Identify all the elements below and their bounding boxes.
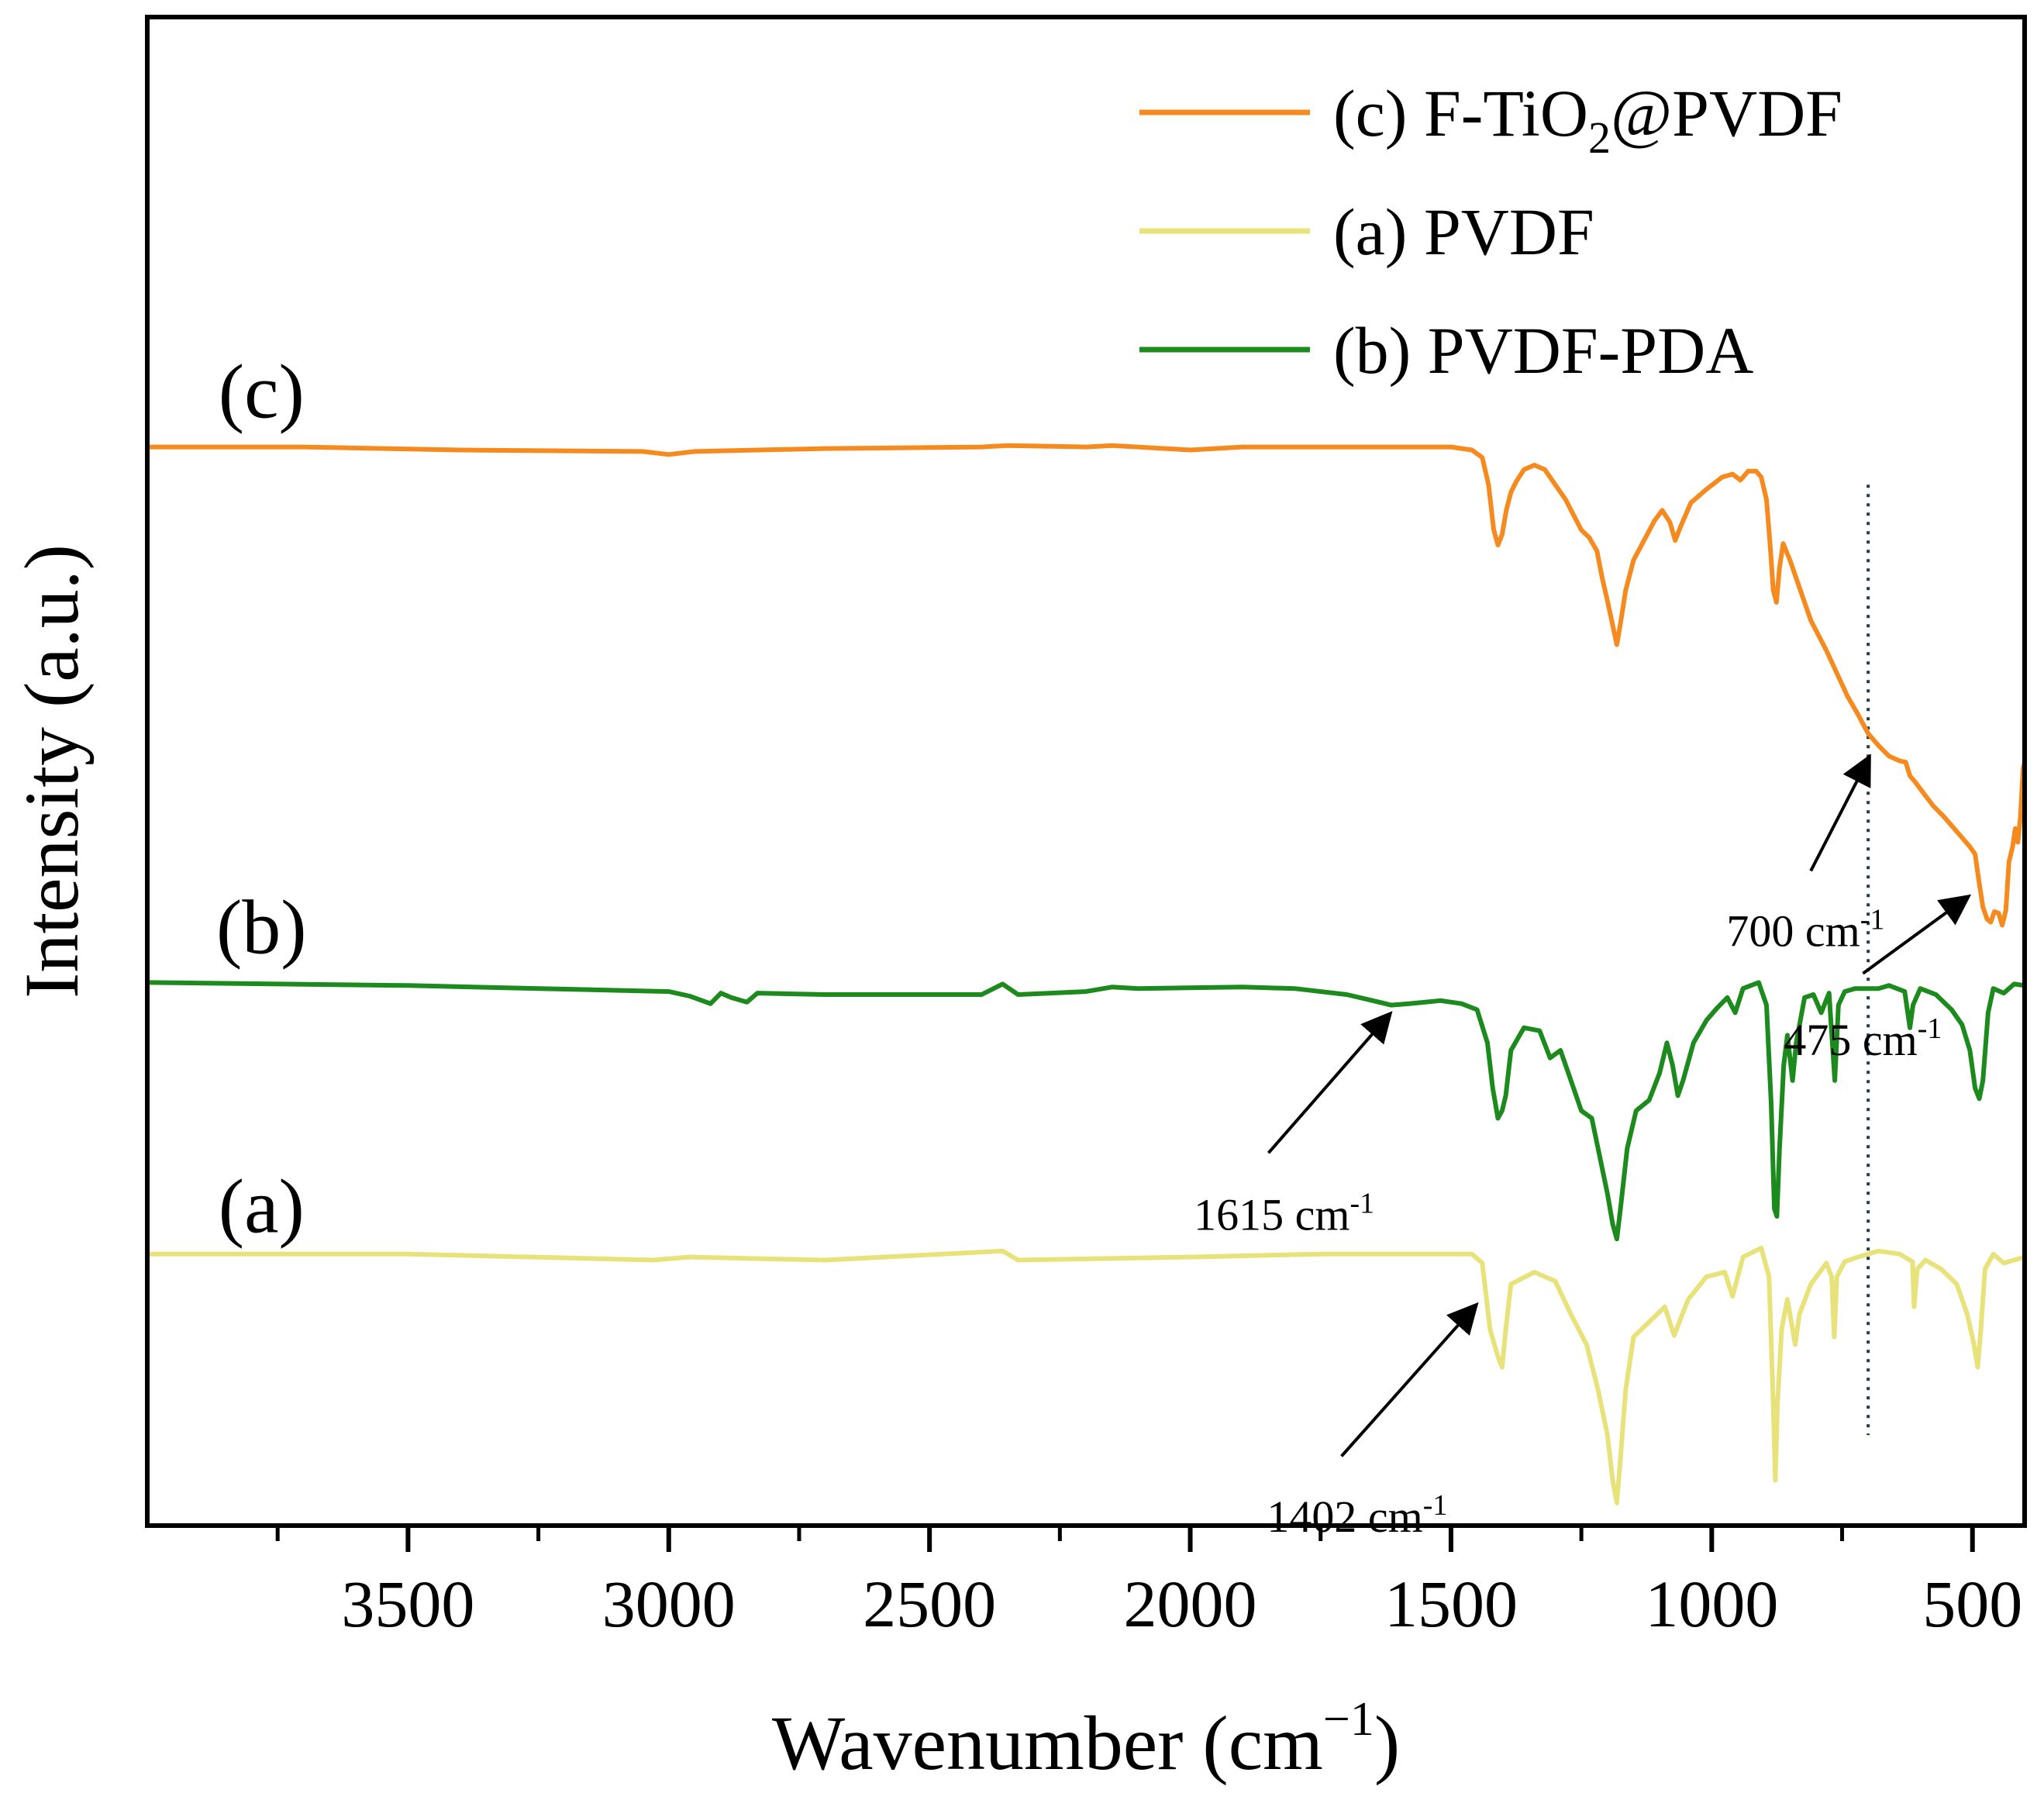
- legend: (c) F-TiO2@PVDF(a) PVDF(b) PVDF-PDA: [1139, 76, 1842, 388]
- annotation-text-2: 700 cm: [1726, 906, 1860, 957]
- legend-text-0: (c) F-TiO: [1333, 76, 1588, 150]
- x-tick-label-5: 1000: [1645, 1567, 1778, 1641]
- x-tick-label-2: 2500: [863, 1567, 996, 1641]
- series-line-0: [145, 1245, 2027, 1505]
- x-tick-label-3: 2000: [1124, 1567, 1257, 1641]
- annotation-arrow-0: [1340, 1302, 1479, 1457]
- curve-label-1: (b): [216, 884, 307, 970]
- x-axis-title-superscript: −1: [1323, 1693, 1374, 1746]
- series-group: [145, 443, 2027, 1505]
- annotation-arrow-2: [1809, 753, 1871, 872]
- x-tick-group: 3500 3000 2500 2000 1500 1000 500: [275, 1526, 2022, 1641]
- x-tick-label-4: 1500: [1384, 1567, 1518, 1641]
- annotation-text-3: 475 cm: [1784, 1015, 1917, 1065]
- legend-text-1: (a) PVDF: [1333, 195, 1594, 269]
- annotation-label-2: 700 cm-1: [1726, 904, 1884, 957]
- series-line-1: [145, 980, 2027, 1242]
- annotation-superscript-3: -1: [1918, 1012, 1942, 1045]
- x-tick-label-1: 3000: [602, 1567, 736, 1641]
- annotation-arrow-3: [1862, 894, 1972, 975]
- y-axis-title: Intensity (a.u.): [9, 544, 95, 998]
- x-tick-label-0: 3500: [341, 1567, 474, 1641]
- annotation-label-0: 1402 cm-1: [1267, 1489, 1447, 1542]
- curve-label-0: (a): [219, 1163, 305, 1249]
- x-axis-title-close: ): [1374, 1700, 1400, 1786]
- legend-label-2: (b) PVDF-PDA: [1333, 313, 1753, 388]
- curve-label-group: (a) (b) (c): [216, 349, 307, 1250]
- x-axis-title: Wavenumber (cm−1): [772, 1693, 1400, 1786]
- legend-label-1: (a) PVDF: [1333, 195, 1594, 269]
- annotation-label-3: 475 cm-1: [1784, 1012, 1942, 1065]
- annotation-superscript-2: -1: [1860, 904, 1885, 936]
- curve-label-2: (c): [219, 349, 305, 435]
- legend-text-2: (b) PVDF-PDA: [1333, 313, 1753, 388]
- annotation-text-0: 1402 cm: [1267, 1491, 1422, 1542]
- plot-frame: [145, 15, 2027, 1528]
- legend-suffix-0: @PVDF: [1611, 76, 1842, 150]
- annotation-superscript-0: -1: [1423, 1489, 1448, 1522]
- annotation-text-1: 1615 cm: [1194, 1190, 1349, 1240]
- legend-label-0: (c) F-TiO2@PVDF: [1333, 76, 1842, 163]
- legend-subscript-0: 2: [1588, 112, 1611, 163]
- annotation-label-1: 1615 cm-1: [1194, 1188, 1374, 1240]
- annotation-superscript-1: -1: [1350, 1188, 1375, 1220]
- x-tick-label-6: 500: [1922, 1567, 2022, 1641]
- series-line-2: [145, 443, 2027, 928]
- annotation-arrow-1: [1267, 1011, 1393, 1154]
- x-axis-title-text: Wavenumber (cm: [772, 1700, 1323, 1786]
